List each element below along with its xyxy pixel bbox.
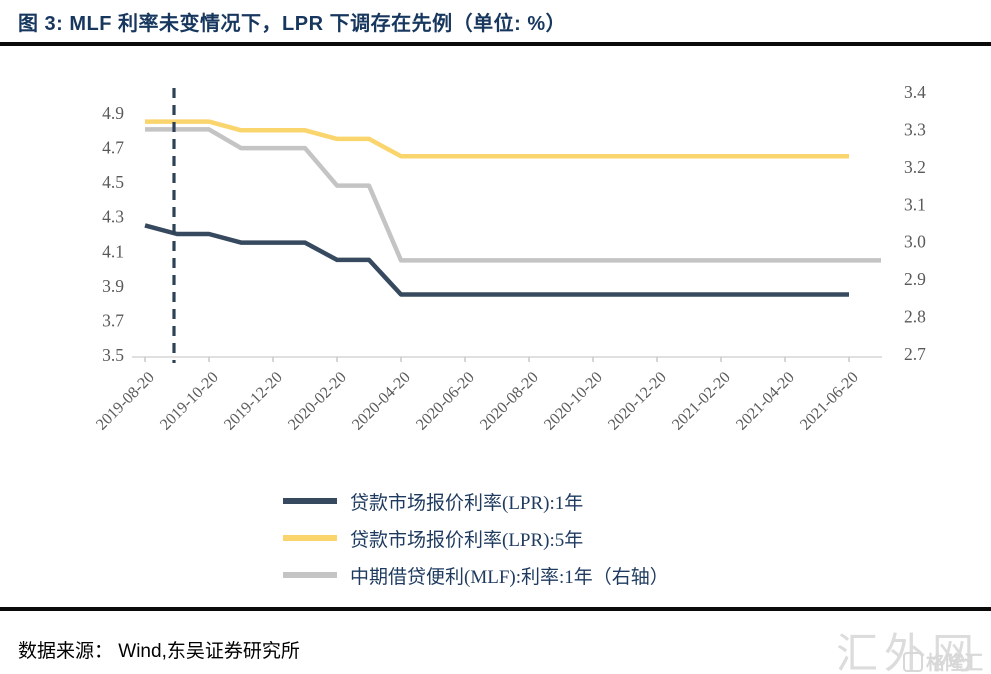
svg-text:4.7: 4.7 [102,138,124,158]
legend-line-swatch-lpr-5y [283,535,337,541]
svg-text:2019-12-20: 2019-12-20 [221,369,286,434]
svg-text:2020-10-20: 2020-10-20 [541,369,606,434]
svg-text:2021-04-20: 2021-04-20 [733,369,798,434]
svg-text:2019-08-20: 2019-08-20 [93,369,158,434]
watermark-logo: 格隆汇 [903,648,983,674]
legend-label-lpr-1y: 贷款市场报价利率(LPR):1年 [350,492,584,514]
svg-text:3.3: 3.3 [904,119,926,139]
svg-text:2.9: 2.9 [904,269,926,289]
watermark-logo-icon [903,651,923,672]
svg-text:2019-10-20: 2019-10-20 [157,369,222,434]
svg-text:2020-06-20: 2020-06-20 [413,369,478,434]
svg-text:4.5: 4.5 [102,172,124,192]
svg-text:2020-12-20: 2020-12-20 [605,369,670,434]
figure-title: 图 3: MLF 利率未变情况下，LPR 下调存在先例（单位: %） [18,13,567,35]
legend-line-swatch-lpr-1y [283,498,337,504]
svg-text:2021-06-20: 2021-06-20 [797,369,862,434]
svg-text:3.2: 3.2 [904,157,926,177]
svg-text:2020-04-20: 2020-04-20 [349,369,414,434]
svg-text:3.5: 3.5 [102,345,124,365]
svg-text:2020-08-20: 2020-08-20 [477,369,542,434]
footer-divider [0,607,991,611]
svg-text:4.9: 4.9 [102,103,124,123]
legend-item-lpr-1y: 贷款市场报价利率(LPR):1年 [283,488,669,514]
svg-text:3.9: 3.9 [102,276,124,296]
line-chart: 2019-08-20 2019-10-20 2019-12-20 2020-02-20… [93,82,926,434]
svg-text:3.4: 3.4 [904,82,926,102]
watermark-logo-text: 格隆汇 [926,653,984,674]
svg-text:3.0: 3.0 [904,232,926,252]
svg-text:3.7: 3.7 [102,310,124,330]
legend-item-mlf-1y: 中期借贷便利(MLF):利率:1年（右轴） [283,562,669,588]
svg-text:2.7: 2.7 [904,344,926,364]
legend-label-lpr-5y: 贷款市场报价利率(LPR):5年 [350,529,584,551]
svg-text:2.8: 2.8 [904,307,926,327]
svg-text:4.1: 4.1 [102,241,124,261]
legend-label-mlf-1y: 中期借贷便利(MLF):利率:1年（右轴） [350,566,669,588]
svg-text:2020-02-20: 2020-02-20 [285,369,350,434]
title-divider [0,42,991,46]
legend-line-swatch-mlf-1y [283,572,337,578]
legend-item-lpr-5y: 贷款市场报价利率(LPR):5年 [283,525,669,551]
chart-legend: 贷款市场报价利率(LPR):1年 贷款市场报价利率(LPR):5年 中期借贷便利… [283,488,669,588]
svg-text:2021-02-20: 2021-02-20 [669,369,734,434]
svg-text:3.1: 3.1 [904,194,926,214]
data-source: 数据来源： Wind,东吴证券研究所 [18,641,300,662]
svg-text:4.3: 4.3 [102,207,124,227]
